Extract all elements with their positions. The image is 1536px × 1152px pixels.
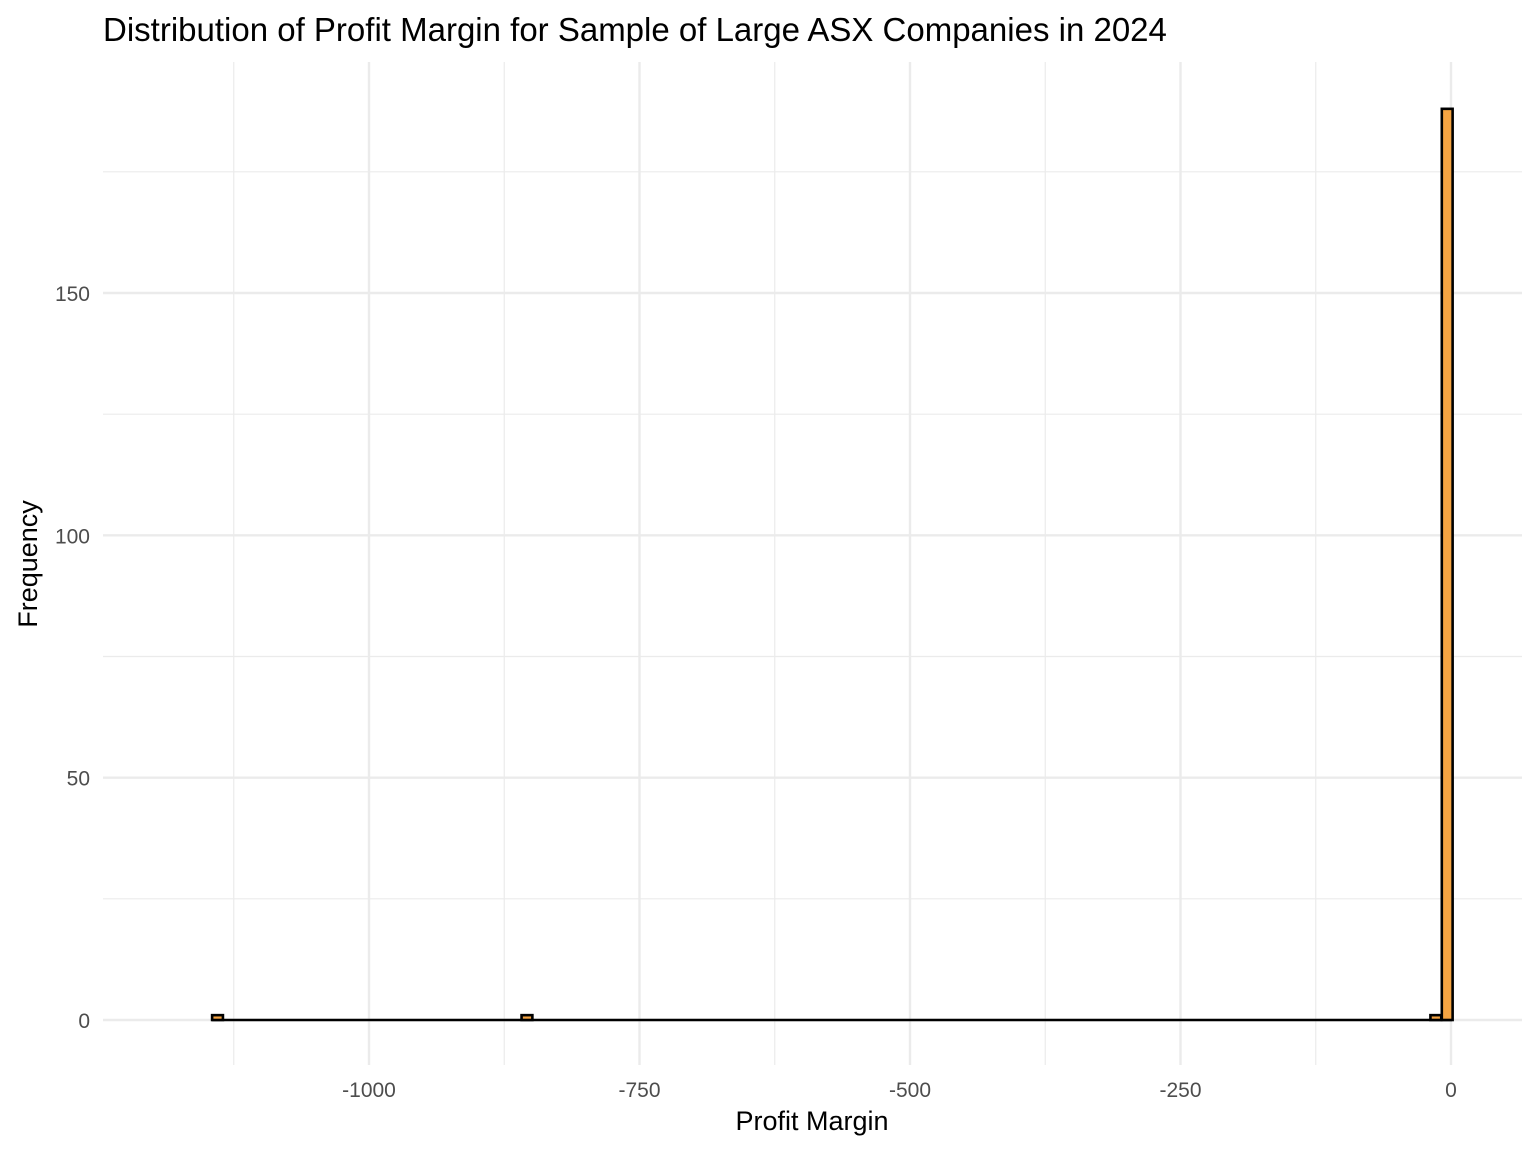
histogram-bar [1429,1013,1443,1022]
y-tick-label: 50 [67,768,90,791]
x-axis-ticks: -1000 -750 -500 -250 0 [342,1079,1457,1102]
x-tick-label: -1000 [342,1079,396,1102]
grid-lines [103,62,1522,1065]
histogram-bar [1440,107,1454,1022]
histogram-bar [520,1013,534,1022]
y-tick-label: 0 [78,1010,90,1033]
x-tick-label: -750 [618,1079,660,1102]
x-tick-label: -500 [889,1079,931,1102]
y-tick-label: 150 [55,283,90,306]
chart-title: Distribution of Profit Margin for Sample… [103,11,1167,48]
x-axis-label: Profit Margin [735,1106,888,1136]
x-tick-label: -250 [1159,1079,1201,1102]
y-axis-label: Frequency [13,500,43,628]
y-axis-ticks: 0 50 100 150 [55,283,90,1033]
histogram-bars [210,107,1454,1022]
y-tick-label: 100 [55,525,90,548]
x-tick-label: 0 [1445,1079,1457,1102]
histogram-bar [210,1013,225,1022]
